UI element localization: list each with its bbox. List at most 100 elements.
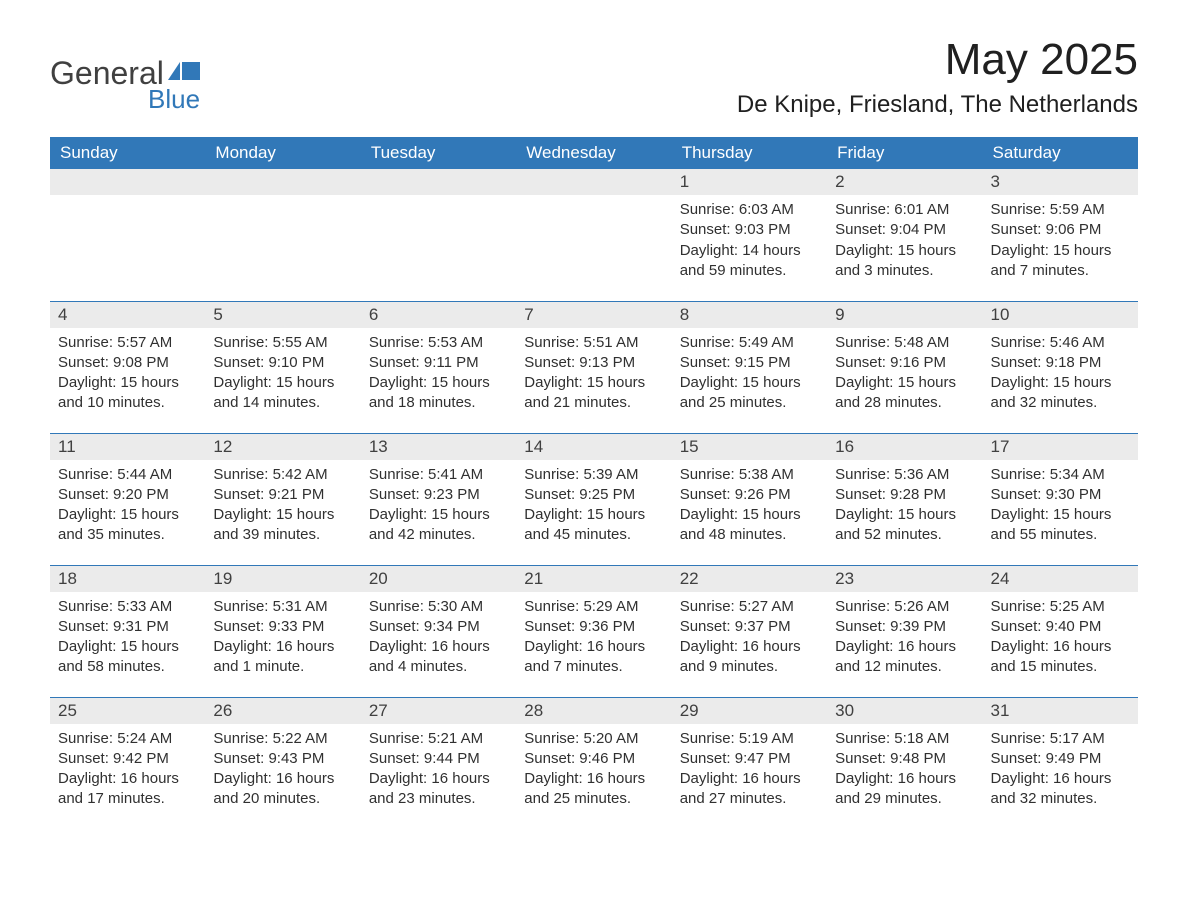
day-details: Sunrise: 5:33 AMSunset: 9:31 PMDaylight:…: [50, 592, 205, 683]
day-details: Sunrise: 5:19 AMSunset: 9:47 PMDaylight:…: [672, 724, 827, 815]
brand-logo: General Blue: [50, 55, 202, 115]
day-number: 2: [827, 169, 982, 195]
sunrise-text: Sunrise: 5:18 AM: [835, 729, 974, 749]
weekday-header: Wednesday: [516, 137, 671, 169]
page-header: General Blue May 2025 De Knipe, Frieslan…: [50, 35, 1138, 119]
weekday-header: Monday: [205, 137, 360, 169]
day-details: Sunrise: 6:01 AMSunset: 9:04 PMDaylight:…: [827, 195, 982, 286]
daylight-text: Daylight: 16 hours and 27 minutes.: [680, 769, 819, 810]
day-details: Sunrise: 5:48 AMSunset: 9:16 PMDaylight:…: [827, 328, 982, 419]
calendar-day-cell: 8Sunrise: 5:49 AMSunset: 9:15 PMDaylight…: [672, 301, 827, 433]
day-number: [516, 169, 671, 195]
calendar-day-cell: 13Sunrise: 5:41 AMSunset: 9:23 PMDayligh…: [361, 433, 516, 565]
calendar-day-cell: 16Sunrise: 5:36 AMSunset: 9:28 PMDayligh…: [827, 433, 982, 565]
daylight-text: Daylight: 16 hours and 32 minutes.: [991, 769, 1130, 810]
daylight-text: Daylight: 15 hours and 42 minutes.: [369, 505, 508, 546]
day-details: Sunrise: 5:27 AMSunset: 9:37 PMDaylight:…: [672, 592, 827, 683]
calendar-day-cell: [50, 169, 205, 301]
day-number: 9: [827, 302, 982, 328]
sunset-text: Sunset: 9:13 PM: [524, 353, 663, 373]
sunset-text: Sunset: 9:43 PM: [213, 749, 352, 769]
daylight-text: Daylight: 16 hours and 1 minute.: [213, 637, 352, 678]
weekday-header-row: Sunday Monday Tuesday Wednesday Thursday…: [50, 137, 1138, 169]
daylight-text: Daylight: 15 hours and 58 minutes.: [58, 637, 197, 678]
sunrise-text: Sunrise: 5:27 AM: [680, 597, 819, 617]
calendar-day-cell: 21Sunrise: 5:29 AMSunset: 9:36 PMDayligh…: [516, 565, 671, 697]
sunset-text: Sunset: 9:21 PM: [213, 485, 352, 505]
sunset-text: Sunset: 9:28 PM: [835, 485, 974, 505]
daylight-text: Daylight: 16 hours and 7 minutes.: [524, 637, 663, 678]
calendar-day-cell: 29Sunrise: 5:19 AMSunset: 9:47 PMDayligh…: [672, 697, 827, 829]
weekday-header: Thursday: [672, 137, 827, 169]
sunrise-text: Sunrise: 5:26 AM: [835, 597, 974, 617]
day-number: 28: [516, 698, 671, 724]
calendar-day-cell: 18Sunrise: 5:33 AMSunset: 9:31 PMDayligh…: [50, 565, 205, 697]
sunset-text: Sunset: 9:44 PM: [369, 749, 508, 769]
daylight-text: Daylight: 16 hours and 15 minutes.: [991, 637, 1130, 678]
day-details: Sunrise: 5:55 AMSunset: 9:10 PMDaylight:…: [205, 328, 360, 419]
day-number: 14: [516, 434, 671, 460]
sunrise-text: Sunrise: 5:38 AM: [680, 465, 819, 485]
sunset-text: Sunset: 9:42 PM: [58, 749, 197, 769]
sunrise-text: Sunrise: 6:03 AM: [680, 200, 819, 220]
day-number: 22: [672, 566, 827, 592]
daylight-text: Daylight: 15 hours and 10 minutes.: [58, 373, 197, 414]
sunrise-text: Sunrise: 5:48 AM: [835, 333, 974, 353]
weekday-header: Tuesday: [361, 137, 516, 169]
weekday-header: Sunday: [50, 137, 205, 169]
calendar-day-cell: 19Sunrise: 5:31 AMSunset: 9:33 PMDayligh…: [205, 565, 360, 697]
day-number: 7: [516, 302, 671, 328]
day-number: 27: [361, 698, 516, 724]
day-number: 25: [50, 698, 205, 724]
sunset-text: Sunset: 9:20 PM: [58, 485, 197, 505]
day-number: 8: [672, 302, 827, 328]
month-title: May 2025: [737, 35, 1138, 85]
sunset-text: Sunset: 9:37 PM: [680, 617, 819, 637]
day-number: 1: [672, 169, 827, 195]
calendar-day-cell: 24Sunrise: 5:25 AMSunset: 9:40 PMDayligh…: [983, 565, 1138, 697]
daylight-text: Daylight: 16 hours and 29 minutes.: [835, 769, 974, 810]
daylight-text: Daylight: 15 hours and 32 minutes.: [991, 373, 1130, 414]
calendar-day-cell: 27Sunrise: 5:21 AMSunset: 9:44 PMDayligh…: [361, 697, 516, 829]
sunrise-text: Sunrise: 5:59 AM: [991, 200, 1130, 220]
day-number: 29: [672, 698, 827, 724]
daylight-text: Daylight: 15 hours and 21 minutes.: [524, 373, 663, 414]
title-block: May 2025 De Knipe, Friesland, The Nether…: [737, 35, 1138, 119]
day-number: [361, 169, 516, 195]
sunset-text: Sunset: 9:49 PM: [991, 749, 1130, 769]
sunrise-text: Sunrise: 5:57 AM: [58, 333, 197, 353]
calendar-week-row: 11Sunrise: 5:44 AMSunset: 9:20 PMDayligh…: [50, 433, 1138, 565]
sunset-text: Sunset: 9:30 PM: [991, 485, 1130, 505]
sunrise-text: Sunrise: 5:30 AM: [369, 597, 508, 617]
calendar-day-cell: 26Sunrise: 5:22 AMSunset: 9:43 PMDayligh…: [205, 697, 360, 829]
daylight-text: Daylight: 15 hours and 28 minutes.: [835, 373, 974, 414]
sunrise-text: Sunrise: 5:20 AM: [524, 729, 663, 749]
daylight-text: Daylight: 16 hours and 4 minutes.: [369, 637, 508, 678]
calendar-day-cell: 9Sunrise: 5:48 AMSunset: 9:16 PMDaylight…: [827, 301, 982, 433]
sunrise-text: Sunrise: 5:34 AM: [991, 465, 1130, 485]
calendar-week-row: 25Sunrise: 5:24 AMSunset: 9:42 PMDayligh…: [50, 697, 1138, 829]
daylight-text: Daylight: 16 hours and 20 minutes.: [213, 769, 352, 810]
day-details: Sunrise: 5:53 AMSunset: 9:11 PMDaylight:…: [361, 328, 516, 419]
calendar-day-cell: 6Sunrise: 5:53 AMSunset: 9:11 PMDaylight…: [361, 301, 516, 433]
sunrise-text: Sunrise: 5:33 AM: [58, 597, 197, 617]
sunset-text: Sunset: 9:46 PM: [524, 749, 663, 769]
calendar-table: Sunday Monday Tuesday Wednesday Thursday…: [50, 137, 1138, 829]
sunset-text: Sunset: 9:48 PM: [835, 749, 974, 769]
sunrise-text: Sunrise: 5:19 AM: [680, 729, 819, 749]
calendar-day-cell: 11Sunrise: 5:44 AMSunset: 9:20 PMDayligh…: [50, 433, 205, 565]
day-details: Sunrise: 5:44 AMSunset: 9:20 PMDaylight:…: [50, 460, 205, 551]
day-details: Sunrise: 5:38 AMSunset: 9:26 PMDaylight:…: [672, 460, 827, 551]
sunset-text: Sunset: 9:15 PM: [680, 353, 819, 373]
day-number: 18: [50, 566, 205, 592]
sunset-text: Sunset: 9:40 PM: [991, 617, 1130, 637]
sunrise-text: Sunrise: 5:42 AM: [213, 465, 352, 485]
day-number: 5: [205, 302, 360, 328]
calendar-day-cell: 22Sunrise: 5:27 AMSunset: 9:37 PMDayligh…: [672, 565, 827, 697]
daylight-text: Daylight: 15 hours and 3 minutes.: [835, 241, 974, 282]
day-number: 17: [983, 434, 1138, 460]
calendar-day-cell: [205, 169, 360, 301]
day-details: Sunrise: 5:46 AMSunset: 9:18 PMDaylight:…: [983, 328, 1138, 419]
day-details: Sunrise: 5:25 AMSunset: 9:40 PMDaylight:…: [983, 592, 1138, 683]
calendar-day-cell: 20Sunrise: 5:30 AMSunset: 9:34 PMDayligh…: [361, 565, 516, 697]
